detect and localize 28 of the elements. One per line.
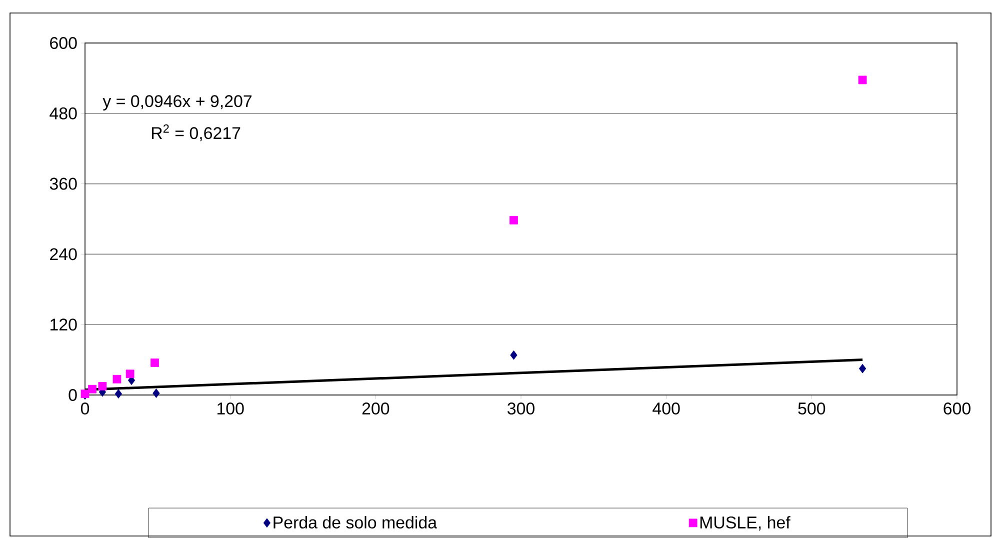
x-tick-label: 0 [80, 402, 90, 415]
point [88, 384, 96, 394]
x-tick-label: 300 [508, 402, 534, 415]
point [510, 350, 518, 360]
point [126, 370, 134, 378]
annotation: y = 0,0946x + 9,207 [102, 95, 252, 111]
x-tick-label: 200 [362, 402, 390, 415]
y-tick-label: 0 [68, 388, 77, 401]
point [152, 388, 160, 398]
y-tick-label: 360 [50, 178, 77, 190]
point [112, 374, 122, 384]
legend-label: Perda de solo medida [274, 516, 438, 528]
x-tick-label: 100 [218, 402, 244, 415]
x-tick-label: 500 [798, 402, 826, 415]
point [98, 382, 107, 390]
x-tick-label: 600 [944, 402, 970, 415]
annotation: R$^{2}$ = 0,6217 [152, 124, 240, 142]
point [150, 358, 159, 367]
point [510, 216, 518, 224]
y-tick-label: 120 [50, 318, 77, 331]
point [858, 364, 866, 374]
y-tick-label: 600 [50, 37, 77, 50]
y-tick-label: 480 [50, 107, 77, 120]
y-tick-label: 240 [50, 248, 77, 260]
x-tick-label: 400 [652, 402, 680, 415]
legend-label: MUSLE, hef [700, 516, 790, 530]
point [858, 76, 867, 84]
point [114, 389, 122, 399]
